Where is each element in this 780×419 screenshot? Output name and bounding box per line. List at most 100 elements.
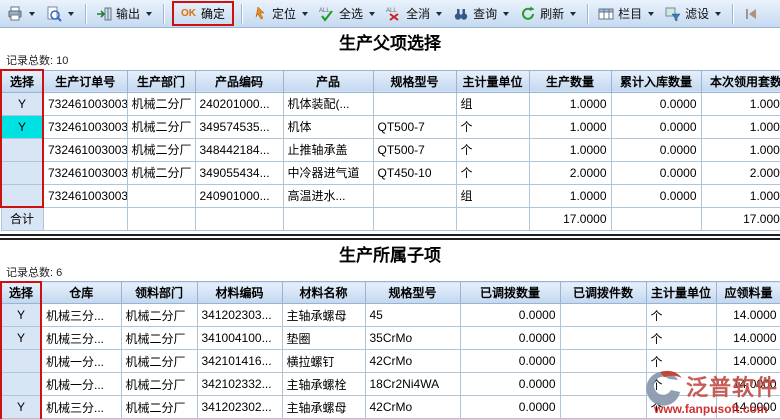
grid-cell[interactable]: 732461003003 [42,183,128,208]
grid-cell[interactable]: 垫圈 [281,326,366,350]
output-button[interactable]: 输出 [92,3,158,24]
column-header-transferred-pieces[interactable]: 已调拨件数 [559,281,647,304]
grid-cell[interactable]: 止推轴承盖 [282,137,374,162]
grid-cell[interactable]: QT500-7 [372,137,457,162]
grid-cell[interactable]: 中冷器进气道 [282,160,374,185]
grid-cell[interactable]: 240201000... [194,91,284,116]
grid-cell[interactable]: 1.0000 [700,183,780,208]
column-header-spec[interactable]: 规格型号 [372,69,457,93]
column-header-req-department[interactable]: 领料部门 [120,281,198,304]
print-button[interactable] [3,4,41,24]
select-cell[interactable] [0,183,44,208]
grid-cell[interactable]: 机械二分厂 [120,349,198,373]
grid-cell[interactable]: 0.0000 [459,349,561,373]
select-cell[interactable] [0,349,42,373]
locate-dropdown-arrow[interactable] [302,11,309,16]
filter-button[interactable]: 滤设 [661,3,727,24]
select-all-dropdown-arrow[interactable] [369,11,376,16]
output-dropdown-arrow[interactable] [146,11,153,16]
grid-cell[interactable] [372,91,457,116]
grid-cell[interactable]: 341202302... [196,395,283,419]
grid-cell[interactable]: 0.0000 [459,395,561,419]
grid-cell[interactable]: 14.0000 [715,372,780,396]
select-cell[interactable] [0,137,44,162]
grid-cell[interactable]: 0.0000 [610,160,702,185]
grid-cell[interactable]: 1.0000 [700,137,780,162]
grid-cell[interactable]: 1.0000 [700,91,780,116]
grid-cell[interactable]: 341004100... [196,326,283,350]
grid-cell[interactable]: 341202303... [196,303,283,327]
grid-cell[interactable]: 14.0000 [715,349,780,373]
column-header-department[interactable]: 生产部门 [126,69,196,93]
grid-cell[interactable]: QT450-10 [372,160,457,185]
grid-cell[interactable] [126,183,196,208]
deselect-all-dropdown-arrow[interactable] [436,11,443,16]
select-cell[interactable]: Y [0,326,42,350]
column-header-prod-qty[interactable]: 生产数量 [528,69,612,93]
grid-cell[interactable]: 45 [364,303,461,327]
confirm-button[interactable]: OK 确定 [172,1,235,26]
grid-cell[interactable]: QT500-7 [372,114,457,139]
grid-cell[interactable]: 0.0000 [459,303,561,327]
columns-dropdown-arrow[interactable] [648,11,655,16]
grid-cell[interactable]: 机械三分... [40,326,122,350]
grid-cell[interactable]: 机体装配(... [282,91,374,116]
grid-cell[interactable]: 个 [455,160,530,185]
column-header-warehouse[interactable]: 仓库 [40,281,122,304]
filter-dropdown-arrow[interactable] [715,11,722,16]
refresh-dropdown-arrow[interactable] [570,11,577,16]
grid-cell[interactable]: 342101416... [196,349,283,373]
columns-button[interactable]: 栏目 [594,3,660,24]
grid-cell[interactable]: 机械二分厂 [126,91,196,116]
grid-cell[interactable]: 机械一分... [40,349,122,373]
grid-cell[interactable]: 机械二分厂 [120,395,198,419]
select-cell[interactable] [0,160,44,185]
grid-cell[interactable]: 14.0000 [715,326,780,350]
column-header-material-code[interactable]: 材料编码 [196,281,283,304]
grid-cell[interactable]: 机械二分厂 [126,160,196,185]
grid-cell[interactable]: 732461003003 [42,137,128,162]
grid-cell[interactable]: 机械二分厂 [120,303,198,327]
grid-cell[interactable]: 个 [645,395,717,419]
grid-cell[interactable]: 732461003003 [42,91,128,116]
grid-cell[interactable]: 42CrMo [364,349,461,373]
grid-cell[interactable]: 机体 [282,114,374,139]
grid-cell[interactable]: 1.0000 [700,114,780,139]
grid-cell[interactable] [559,303,647,327]
grid-cell[interactable] [559,349,647,373]
query-dropdown-arrow[interactable] [503,11,510,16]
grid-cell[interactable]: 个 [645,303,717,327]
deselect-all-button[interactable]: ALL 全消 [382,3,448,24]
select-cell[interactable] [0,372,42,396]
grid-cell[interactable]: 732461003003 [42,160,128,185]
column-header-material-name[interactable]: 材料名称 [281,281,366,304]
first-record-button[interactable] [739,4,763,24]
column-header-transferred-qty[interactable]: 已调拨数量 [459,281,561,304]
grid-cell[interactable]: 机械二分厂 [120,372,198,396]
grid-cell[interactable]: 0.0000 [459,326,561,350]
grid-cell[interactable]: 个 [645,326,717,350]
grid-cell[interactable]: 2.0000 [528,160,612,185]
grid-cell[interactable]: 2.0000 [700,160,780,185]
select-all-button[interactable]: ALL 全选 [315,3,381,24]
grid-cell[interactable]: 横拉螺钉 [281,349,366,373]
grid-cell[interactable]: 主轴承螺栓 [281,372,366,396]
grid-cell[interactable]: 组 [455,183,530,208]
grid-cell[interactable]: 342102332... [196,372,283,396]
locate-button[interactable]: 定位 [248,3,314,24]
select-cell[interactable]: Y [0,303,42,327]
column-header-product-code[interactable]: 产品编码 [194,69,284,93]
grid-cell[interactable]: 主轴承螺母 [281,395,366,419]
column-header-select[interactable]: 选择 [0,69,44,93]
grid-cell[interactable] [559,326,647,350]
grid-cell[interactable]: 732461003003 [42,114,128,139]
select-cell[interactable]: Y [0,395,42,419]
column-header-unit[interactable]: 主计量单位 [455,69,530,93]
select-cell[interactable]: Y [0,114,44,139]
column-header-required-qty[interactable]: 应领料量 [715,281,780,304]
column-header-select[interactable]: 选择 [0,280,42,304]
grid-cell[interactable] [559,395,647,419]
grid-cell[interactable] [372,183,457,208]
grid-cell[interactable]: 0.0000 [610,91,702,116]
refresh-button[interactable]: 刷新 [516,3,582,24]
